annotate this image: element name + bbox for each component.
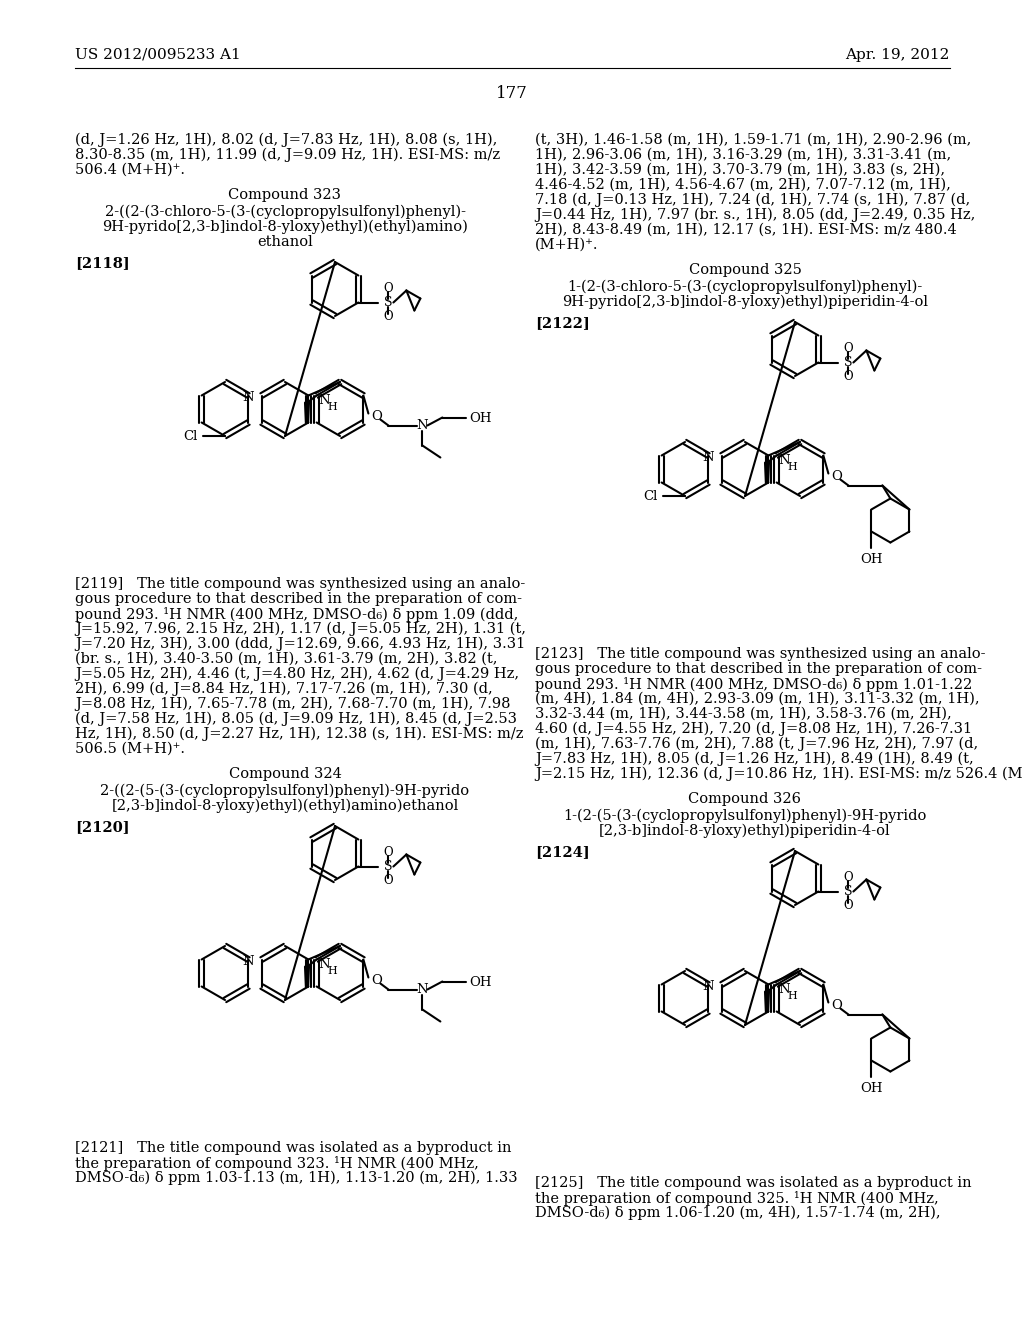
Text: H: H <box>328 401 337 412</box>
Text: N: N <box>318 395 330 408</box>
Text: J=2.15 Hz, 1H), 12.36 (d, J=10.86 Hz, 1H). ESI-MS: m/z 526.4 (M+H)⁺.: J=2.15 Hz, 1H), 12.36 (d, J=10.86 Hz, 1H… <box>535 767 1024 781</box>
Text: S: S <box>844 356 853 370</box>
Text: [2,3-b]indol-8-yloxy)ethyl)(ethyl)amino)ethanol: [2,3-b]indol-8-yloxy)ethyl)(ethyl)amino)… <box>112 799 459 813</box>
Text: N: N <box>243 391 254 404</box>
Text: [2123]   The title compound was synthesized using an analo-: [2123] The title compound was synthesize… <box>535 647 985 661</box>
Text: N: N <box>702 979 714 993</box>
Text: DMSO-d₆) δ ppm 1.06-1.20 (m, 4H), 1.57-1.74 (m, 2H),: DMSO-d₆) δ ppm 1.06-1.20 (m, 4H), 1.57-1… <box>535 1206 941 1221</box>
Text: Compound 323: Compound 323 <box>228 187 341 202</box>
Text: 7.18 (d, J=0.13 Hz, 1H), 7.24 (d, 1H), 7.74 (s, 1H), 7.87 (d,: 7.18 (d, J=0.13 Hz, 1H), 7.24 (d, 1H), 7… <box>535 193 971 207</box>
Text: O: O <box>844 871 853 884</box>
Text: 2-((2-(3-chloro-5-(3-(cyclopropylsulfonyl)phenyl)-: 2-((2-(3-chloro-5-(3-(cyclopropylsulfony… <box>104 205 466 219</box>
Text: [2,3-b]indol-8-yloxy)ethyl)piperidin-4-ol: [2,3-b]indol-8-yloxy)ethyl)piperidin-4-o… <box>599 824 891 838</box>
Text: O: O <box>371 411 382 422</box>
Text: [2119]   The title compound was synthesized using an analo-: [2119] The title compound was synthesize… <box>75 577 525 591</box>
Text: 2H), 8.43-8.49 (m, 1H), 12.17 (s, 1H). ESI-MS: m/z 480.4: 2H), 8.43-8.49 (m, 1H), 12.17 (s, 1H). E… <box>535 223 956 238</box>
Text: US 2012/0095233 A1: US 2012/0095233 A1 <box>75 48 241 62</box>
Text: Cl: Cl <box>643 491 657 503</box>
Text: Compound 324: Compound 324 <box>228 767 341 781</box>
Text: ethanol: ethanol <box>257 235 313 249</box>
Text: Hz, 1H), 8.50 (d, J=2.27 Hz, 1H), 12.38 (s, 1H). ESI-MS: m/z: Hz, 1H), 8.50 (d, J=2.27 Hz, 1H), 12.38 … <box>75 727 523 742</box>
Text: OH: OH <box>860 1082 883 1096</box>
Text: 8.30-8.35 (m, 1H), 11.99 (d, J=9.09 Hz, 1H). ESI-MS: m/z: 8.30-8.35 (m, 1H), 11.99 (d, J=9.09 Hz, … <box>75 148 500 162</box>
Text: O: O <box>371 974 382 987</box>
Text: (m, 1H), 7.63-7.76 (m, 2H), 7.88 (t, J=7.96 Hz, 2H), 7.97 (d,: (m, 1H), 7.63-7.76 (m, 2H), 7.88 (t, J=7… <box>535 737 978 751</box>
Text: 2-((2-(5-(3-(cyclopropylsulfonyl)phenyl)-9H-pyrido: 2-((2-(5-(3-(cyclopropylsulfonyl)phenyl)… <box>100 784 470 799</box>
Text: 9H-pyrido[2,3-b]indol-8-yloxy)ethyl)piperidin-4-ol: 9H-pyrido[2,3-b]indol-8-yloxy)ethyl)pipe… <box>562 294 928 309</box>
Text: [2120]: [2120] <box>75 820 130 834</box>
Text: (M+H)⁺.: (M+H)⁺. <box>535 238 598 252</box>
Text: J=15.92, 7.96, 2.15 Hz, 2H), 1.17 (d, J=5.05 Hz, 2H), 1.31 (t,: J=15.92, 7.96, 2.15 Hz, 2H), 1.17 (d, J=… <box>75 622 526 636</box>
Text: 2H), 6.99 (d, J=8.84 Hz, 1H), 7.17-7.26 (m, 1H), 7.30 (d,: 2H), 6.99 (d, J=8.84 Hz, 1H), 7.17-7.26 … <box>75 682 493 697</box>
Text: N: N <box>417 983 428 997</box>
Text: (d, J=1.26 Hz, 1H), 8.02 (d, J=7.83 Hz, 1H), 8.08 (s, 1H),: (d, J=1.26 Hz, 1H), 8.02 (d, J=7.83 Hz, … <box>75 133 498 148</box>
Text: O: O <box>384 282 393 294</box>
Text: J=7.83 Hz, 1H), 8.05 (d, J=1.26 Hz, 1H), 8.49 (1H), 8.49 (t,: J=7.83 Hz, 1H), 8.05 (d, J=1.26 Hz, 1H),… <box>535 752 974 767</box>
Text: Apr. 19, 2012: Apr. 19, 2012 <box>845 48 949 62</box>
Text: J=8.08 Hz, 1H), 7.65-7.78 (m, 2H), 7.68-7.70 (m, 1H), 7.98: J=8.08 Hz, 1H), 7.65-7.78 (m, 2H), 7.68-… <box>75 697 511 711</box>
Text: J=0.44 Hz, 1H), 7.97 (br. s., 1H), 8.05 (dd, J=2.49, 0.35 Hz,: J=0.44 Hz, 1H), 7.97 (br. s., 1H), 8.05 … <box>535 209 976 222</box>
Text: O: O <box>384 310 393 323</box>
Text: gous procedure to that described in the preparation of com-: gous procedure to that described in the … <box>535 663 982 676</box>
Text: J=7.20 Hz, 3H), 3.00 (ddd, J=12.69, 9.66, 4.93 Hz, 1H), 3.31: J=7.20 Hz, 3H), 3.00 (ddd, J=12.69, 9.66… <box>75 638 525 651</box>
Text: 1-(2-(5-(3-(cyclopropylsulfonyl)phenyl)-9H-pyrido: 1-(2-(5-(3-(cyclopropylsulfonyl)phenyl)-… <box>563 809 927 824</box>
Text: 1H), 2.96-3.06 (m, 1H), 3.16-3.29 (m, 1H), 3.31-3.41 (m,: 1H), 2.96-3.06 (m, 1H), 3.16-3.29 (m, 1H… <box>535 148 951 162</box>
Text: S: S <box>384 861 392 873</box>
Text: 506.4 (M+H)⁺.: 506.4 (M+H)⁺. <box>75 162 185 177</box>
Text: Cl: Cl <box>183 430 198 444</box>
Text: S: S <box>844 884 853 898</box>
Text: 9H-pyrido[2,3-b]indol-8-yloxy)ethyl)(ethyl)amino): 9H-pyrido[2,3-b]indol-8-yloxy)ethyl)(eth… <box>102 220 468 235</box>
Text: N: N <box>778 983 790 997</box>
Text: O: O <box>844 370 853 383</box>
Text: N: N <box>417 418 428 432</box>
Text: the preparation of compound 325. ¹H NMR (400 MHz,: the preparation of compound 325. ¹H NMR … <box>535 1191 939 1206</box>
Text: [2121]   The title compound was isolated as a byproduct in: [2121] The title compound was isolated a… <box>75 1140 512 1155</box>
Text: 1-(2-(3-chloro-5-(3-(cyclopropylsulfonyl)phenyl)-: 1-(2-(3-chloro-5-(3-(cyclopropylsulfonyl… <box>567 280 923 294</box>
Text: 4.46-4.52 (m, 1H), 4.56-4.67 (m, 2H), 7.07-7.12 (m, 1H),: 4.46-4.52 (m, 1H), 4.56-4.67 (m, 2H), 7.… <box>535 178 951 191</box>
Text: O: O <box>384 874 393 887</box>
Text: [2122]: [2122] <box>535 315 590 330</box>
Text: O: O <box>384 846 393 859</box>
Text: pound 293. ¹H NMR (400 MHz, DMSO-d₆) δ ppm 1.01-1.22: pound 293. ¹H NMR (400 MHz, DMSO-d₆) δ p… <box>535 677 972 692</box>
Text: O: O <box>830 470 842 483</box>
Text: O: O <box>830 999 842 1012</box>
Text: (t, 3H), 1.46-1.58 (m, 1H), 1.59-1.71 (m, 1H), 2.90-2.96 (m,: (t, 3H), 1.46-1.58 (m, 1H), 1.59-1.71 (m… <box>535 133 972 147</box>
Text: H: H <box>787 462 797 471</box>
Text: DMSO-d₆) δ ppm 1.03-1.13 (m, 1H), 1.13-1.20 (m, 2H), 1.33: DMSO-d₆) δ ppm 1.03-1.13 (m, 1H), 1.13-1… <box>75 1171 517 1185</box>
Text: N: N <box>243 954 254 968</box>
Text: 1H), 3.42-3.59 (m, 1H), 3.70-3.79 (m, 1H), 3.83 (s, 2H),: 1H), 3.42-3.59 (m, 1H), 3.70-3.79 (m, 1H… <box>535 162 945 177</box>
Text: Compound 326: Compound 326 <box>688 792 802 807</box>
Text: pound 293. ¹H NMR (400 MHz, DMSO-d₆) δ ppm 1.09 (ddd,: pound 293. ¹H NMR (400 MHz, DMSO-d₆) δ p… <box>75 607 518 622</box>
Text: [2118]: [2118] <box>75 256 130 271</box>
Text: [2124]: [2124] <box>535 845 590 859</box>
Text: H: H <box>328 966 337 975</box>
Text: N: N <box>318 958 330 972</box>
Text: OH: OH <box>469 412 492 425</box>
Text: 177: 177 <box>496 84 528 102</box>
Text: OH: OH <box>860 553 883 566</box>
Text: 4.60 (d, J=4.55 Hz, 2H), 7.20 (d, J=8.08 Hz, 1H), 7.26-7.31: 4.60 (d, J=4.55 Hz, 2H), 7.20 (d, J=8.08… <box>535 722 972 737</box>
Text: OH: OH <box>469 975 492 989</box>
Text: S: S <box>384 296 392 309</box>
Text: O: O <box>844 899 853 912</box>
Text: 3.32-3.44 (m, 1H), 3.44-3.58 (m, 1H), 3.58-3.76 (m, 2H),: 3.32-3.44 (m, 1H), 3.44-3.58 (m, 1H), 3.… <box>535 708 951 721</box>
Text: (br. s., 1H), 3.40-3.50 (m, 1H), 3.61-3.79 (m, 2H), 3.82 (t,: (br. s., 1H), 3.40-3.50 (m, 1H), 3.61-3.… <box>75 652 498 667</box>
Text: 506.5 (M+H)⁺.: 506.5 (M+H)⁺. <box>75 742 185 756</box>
Text: N: N <box>778 454 790 467</box>
Text: [2125]   The title compound was isolated as a byproduct in: [2125] The title compound was isolated a… <box>535 1176 972 1191</box>
Text: O: O <box>844 342 853 355</box>
Text: Compound 325: Compound 325 <box>688 263 802 277</box>
Text: (m, 4H), 1.84 (m, 4H), 2.93-3.09 (m, 1H), 3.11-3.32 (m, 1H),: (m, 4H), 1.84 (m, 4H), 2.93-3.09 (m, 1H)… <box>535 692 980 706</box>
Text: N: N <box>702 451 714 465</box>
Text: the preparation of compound 323. ¹H NMR (400 MHz,: the preparation of compound 323. ¹H NMR … <box>75 1156 479 1171</box>
Text: gous procedure to that described in the preparation of com-: gous procedure to that described in the … <box>75 591 522 606</box>
Text: (d, J=7.58 Hz, 1H), 8.05 (d, J=9.09 Hz, 1H), 8.45 (d, J=2.53: (d, J=7.58 Hz, 1H), 8.05 (d, J=9.09 Hz, … <box>75 711 517 726</box>
Text: H: H <box>787 991 797 1001</box>
Text: J=5.05 Hz, 2H), 4.46 (t, J=4.80 Hz, 2H), 4.62 (d, J=4.29 Hz,: J=5.05 Hz, 2H), 4.46 (t, J=4.80 Hz, 2H),… <box>75 667 519 681</box>
